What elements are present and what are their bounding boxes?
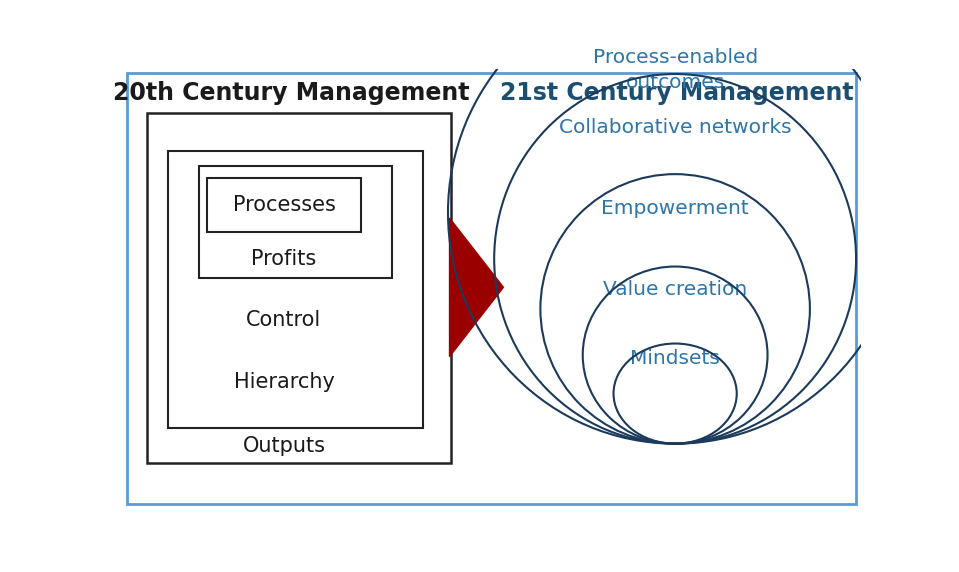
Text: Mindsets: Mindsets	[630, 349, 720, 368]
Text: Empowerment: Empowerment	[601, 199, 749, 219]
Text: Profits: Profits	[251, 249, 316, 269]
Bar	[207, 178, 361, 232]
Text: Value creation: Value creation	[603, 280, 747, 299]
Text: Control: Control	[246, 311, 321, 331]
Bar	[169, 151, 423, 428]
Text: 21st Century Management: 21st Century Management	[500, 81, 854, 105]
Bar	[199, 166, 392, 278]
Text: 20th Century Management: 20th Century Management	[113, 81, 470, 105]
Text: Hierarchy: Hierarchy	[234, 372, 335, 392]
Bar	[147, 113, 451, 463]
Text: Processes: Processes	[232, 195, 336, 215]
Text: Collaborative networks: Collaborative networks	[559, 118, 791, 137]
Text: Outputs: Outputs	[243, 436, 325, 456]
Text: Process-enabled
outcomes: Process-enabled outcomes	[593, 48, 758, 92]
Polygon shape	[450, 218, 503, 356]
